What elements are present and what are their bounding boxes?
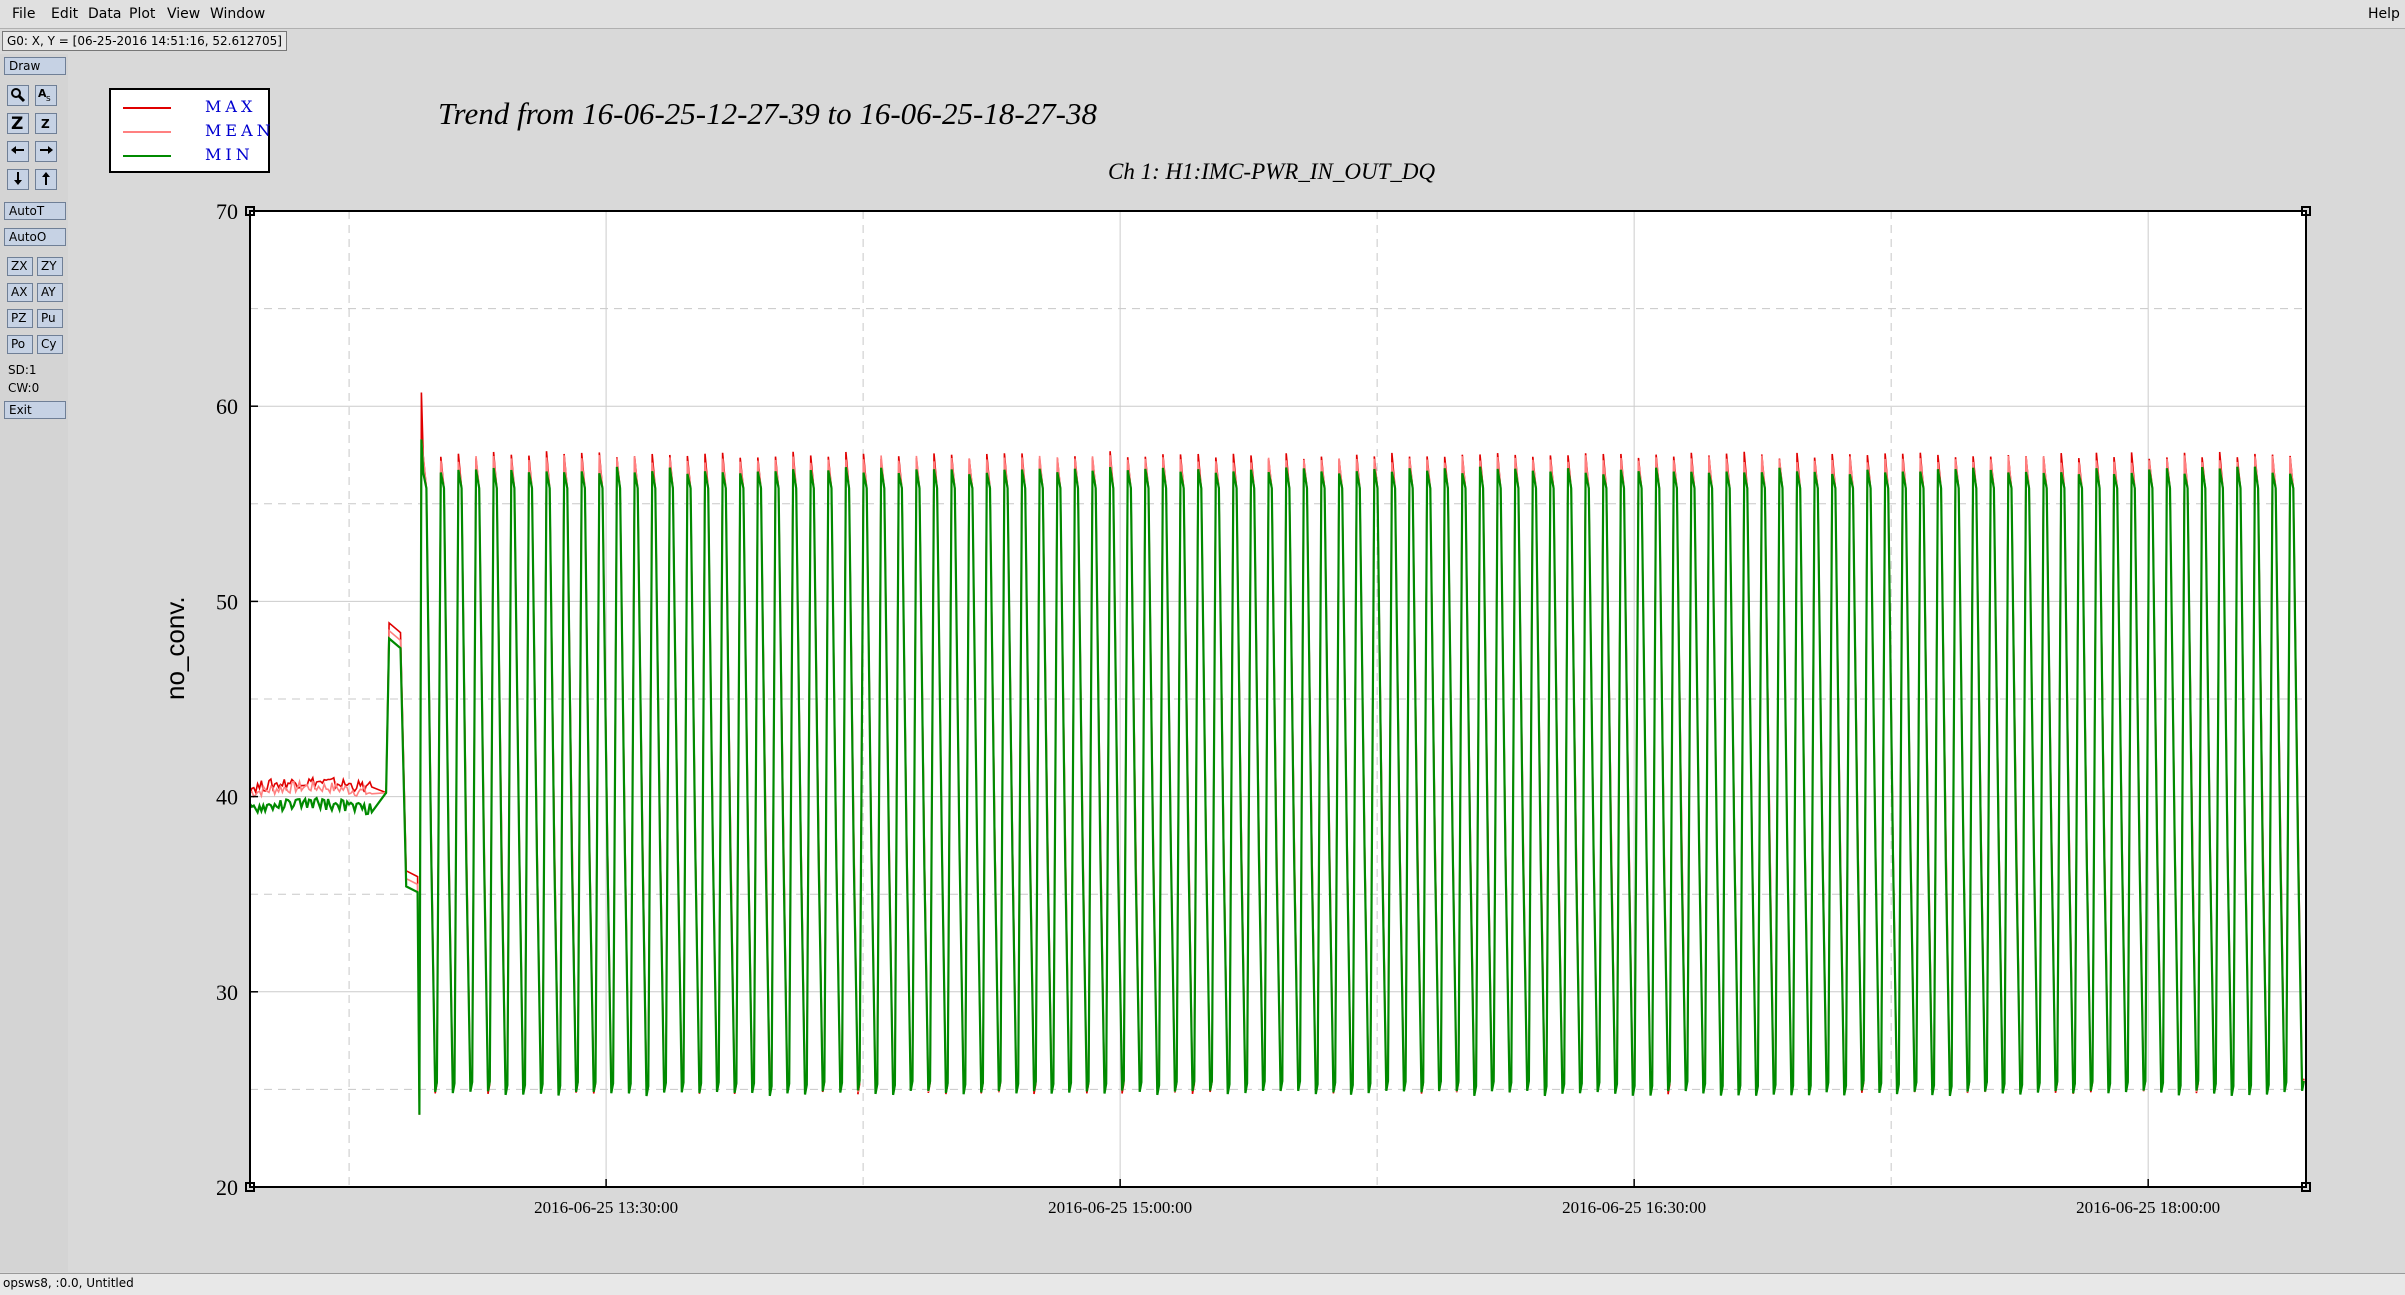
legend-label-max: MAX	[205, 97, 257, 116]
svg-text:s: s	[46, 94, 51, 103]
cy-button[interactable]: Cy	[37, 335, 63, 354]
menu-edit[interactable]: Edit	[51, 6, 79, 22]
corner-mark	[2301, 206, 2311, 216]
menu-view[interactable]: View	[167, 6, 201, 22]
pz-button[interactable]: PZ	[7, 309, 33, 328]
sd-label: SD:1	[8, 363, 37, 377]
menu-window[interactable]: Window	[210, 6, 266, 22]
menu-file[interactable]: File	[12, 6, 36, 22]
autot-button[interactable]: AutoT	[4, 202, 66, 220]
arrow-up-icon[interactable]	[35, 169, 57, 190]
pu-button[interactable]: Pu	[37, 309, 63, 328]
arrow-left-icon[interactable]	[7, 141, 29, 162]
legend-swatch-mean	[123, 131, 171, 133]
ay-button[interactable]: AY	[37, 283, 63, 302]
draw-button[interactable]: Draw	[4, 57, 66, 75]
svg-text:Z: Z	[41, 117, 50, 131]
x-tick-label: 2016-06-25 18:00:00	[2076, 1198, 2220, 1217]
svg-text:A: A	[38, 87, 47, 100]
chart-title: Trend from 16-06-25-12-27-39 to 16-06-25…	[438, 96, 1097, 131]
ax-button[interactable]: AX	[7, 283, 33, 302]
svg-text:Z: Z	[11, 114, 23, 131]
zy-button[interactable]: ZY	[37, 257, 63, 276]
series-line-min	[249, 439, 2305, 1115]
legend-item-mean: MEAN	[123, 121, 271, 143]
legend-item-min: MIN	[123, 145, 263, 167]
menu-data[interactable]: Data	[88, 6, 122, 22]
x-tick-label: 2016-06-25 15:00:00	[1048, 1198, 1192, 1217]
magnify-icon[interactable]	[7, 85, 29, 106]
legend-item-max: MAX	[123, 97, 263, 119]
chart-subtitle: Ch 1: H1:IMC-PWR_IN_OUT_DQ	[1108, 159, 1436, 184]
y-tick-label: 50	[216, 589, 238, 614]
data-series	[249, 392, 2305, 1115]
plot-border	[249, 210, 2307, 1188]
tick-labels: 20 30 40 50 60 70 2016-06-25 13:30:00 2016-06-2…	[216, 199, 2220, 1217]
po-button[interactable]: Po	[7, 335, 33, 354]
legend-label-mean: MEAN	[205, 121, 275, 140]
display-info: opsws8, :0.0, Untitled	[3, 1276, 134, 1290]
menu-bar: File Edit Data Plot View Window Help	[0, 0, 2405, 29]
y-axis-label: no_conv.	[160, 596, 190, 700]
legend: MAX MEAN MIN	[109, 88, 271, 173]
corner-mark	[2301, 1182, 2311, 1192]
x-tick-label: 2016-06-25 13:30:00	[534, 1198, 678, 1217]
zx-button[interactable]: ZX	[7, 257, 33, 276]
y-tick-label: 70	[216, 199, 238, 224]
x-tick-label: 2016-06-25 16:30:00	[1562, 1198, 1706, 1217]
axes	[245, 206, 2311, 1192]
legend-swatch-max	[123, 107, 171, 109]
arrow-down-icon[interactable]	[7, 169, 29, 190]
y-tick-label: 30	[216, 980, 238, 1005]
bottom-status-bar: opsws8, :0.0, Untitled	[0, 1273, 2405, 1295]
cursor-readout-bar: G0: X, Y = [06-25-2016 14:51:16, 52.6127…	[0, 30, 2405, 52]
y-tick-label: 60	[216, 394, 238, 419]
y-tick-label: 20	[216, 1175, 238, 1200]
y-tick-label: 40	[216, 785, 238, 810]
legend-label-min: MIN	[205, 145, 254, 164]
cw-label: CW:0	[8, 381, 40, 395]
menu-plot[interactable]: Plot	[129, 6, 156, 22]
autoo-button[interactable]: AutoO	[4, 228, 66, 246]
zoom-out-icon[interactable]: Z	[35, 113, 57, 134]
arrow-right-icon[interactable]	[35, 141, 57, 162]
legend-swatch-min	[123, 155, 171, 157]
exit-button[interactable]: Exit	[4, 401, 66, 419]
menu-help[interactable]: Help	[2368, 6, 2400, 22]
cursor-readout: G0: X, Y = [06-25-2016 14:51:16, 52.6127…	[2, 31, 287, 51]
zoom-in-icon[interactable]: Z	[7, 113, 29, 134]
